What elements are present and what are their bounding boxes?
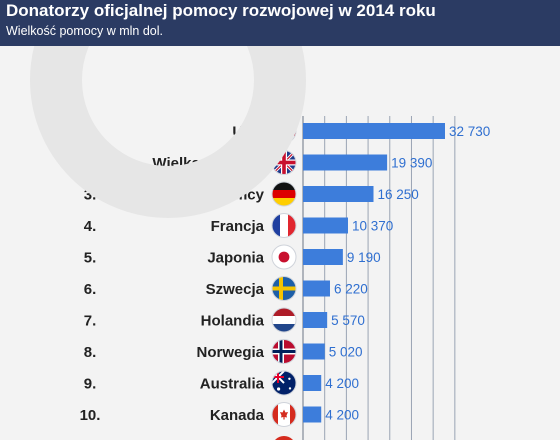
rank-label: 8. (84, 344, 97, 361)
value-label: 5 020 (329, 345, 363, 360)
value-label: 6 220 (334, 282, 368, 297)
nl-flag-icon (272, 308, 296, 332)
watermark-logo (30, 46, 306, 218)
table-row: 7. Holandia 5 570 (84, 307, 365, 333)
value-label: 4 200 (325, 408, 359, 423)
table-row: 6. Szwecja 6 220 (84, 276, 368, 301)
category-label: Francja (211, 218, 265, 235)
ca-flag-icon (272, 402, 296, 427)
table-row: 9. Australia 4 200 (84, 370, 359, 396)
bar (303, 217, 348, 234)
category-label: Holandia (201, 313, 265, 330)
bar (303, 280, 330, 297)
no-flag-icon (272, 339, 296, 364)
jp-flag-icon (272, 245, 296, 269)
value-label: 16 250 (378, 187, 419, 202)
se-flag-icon (272, 276, 296, 301)
bar (303, 312, 328, 328)
flag-border (271, 213, 297, 238)
rank-label: 7. (84, 313, 97, 330)
bar (303, 249, 343, 265)
rank-label: 5. (84, 250, 97, 267)
value-label: 32 730 (449, 124, 490, 139)
category-label: Australia (200, 376, 265, 393)
rank-label: 4. (84, 218, 97, 235)
rank-label: 10. (80, 407, 101, 424)
bar (303, 186, 374, 202)
fr-flag-icon (272, 213, 296, 238)
flag-border (271, 339, 297, 364)
flag-border (271, 307, 297, 333)
value-label: 4 200 (325, 376, 359, 391)
chart-title: Donatorzy oficjalnej pomocy rozwojowej w… (6, 1, 436, 20)
flag-border (271, 402, 297, 427)
de-flag-icon (272, 182, 296, 206)
category-label: Japonia (207, 250, 264, 267)
value-label: 5 570 (331, 313, 365, 328)
bar (303, 375, 322, 391)
chart-area: 1. USA 32 730 2. Wielka Brytania 19 390 3. Niem… (0, 46, 560, 445)
flag-border (271, 244, 297, 270)
bar (303, 406, 322, 423)
chart-subtitle: Wielkość pomocy w mln dol. (6, 24, 163, 38)
category-label: Szwecja (206, 281, 265, 298)
category-label: Kanada (210, 407, 265, 424)
flag-border (271, 276, 297, 301)
flag-border (271, 370, 297, 396)
chart-header: Donatorzy oficjalnej pomocy rozwojowej w… (0, 0, 560, 46)
bar (303, 154, 388, 171)
category-label: Norwegia (196, 344, 264, 361)
table-row: 4. Francja 10 370 (84, 213, 393, 238)
bar (303, 123, 445, 139)
flag-border (271, 181, 297, 207)
value-label: 10 370 (352, 219, 393, 234)
table-row: 8. Norwegia 5 020 (84, 339, 363, 364)
value-label: 9 190 (347, 250, 381, 265)
bar (303, 343, 325, 360)
rank-label: 9. (84, 376, 97, 393)
table-row: 10. Kanada 4 200 (80, 402, 359, 427)
au-flag-icon (272, 371, 296, 395)
table-row: 5. Japonia 9 190 (84, 244, 381, 270)
rank-label: 6. (84, 281, 97, 298)
value-label: 19 390 (391, 156, 432, 171)
